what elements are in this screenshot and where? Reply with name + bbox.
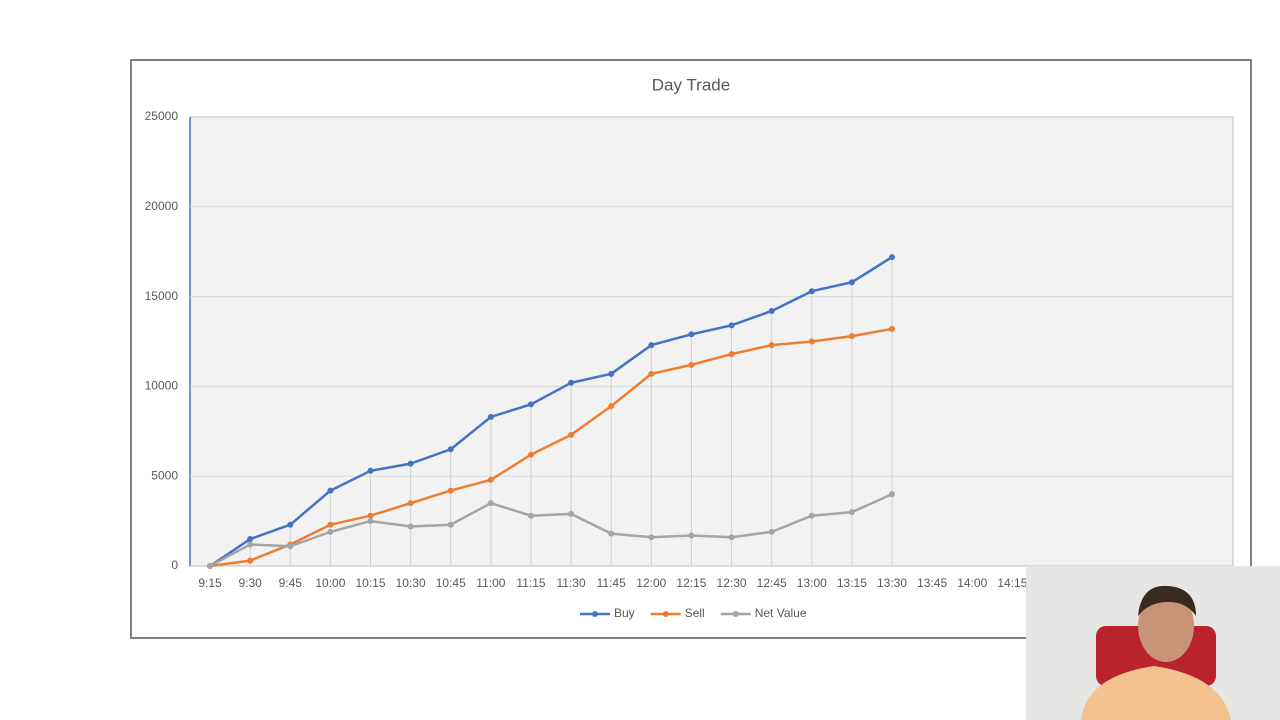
x-tick-label: 13:45 [917,576,947,590]
x-tick-label: 10:00 [315,576,345,590]
data-point [327,487,334,494]
data-point [608,530,615,537]
data-point [367,518,374,525]
plot-layers: 0 5000 10000 15000 20000 25000 9:15 9:30 9:45 10:… [145,109,1233,620]
legend-marker [732,611,739,617]
x-tick-label: 13:15 [837,576,867,590]
data-point [487,413,494,420]
data-point [688,361,695,368]
y-tick-label: 15000 [145,289,179,303]
data-point [327,528,334,535]
data-point [648,370,655,377]
x-tick-label: 12:00 [636,576,666,590]
x-tick-label: 13:00 [797,576,827,590]
data-point [487,500,494,507]
person-body [1081,666,1231,720]
data-point [608,370,615,377]
y-tick-label: 20000 [145,199,179,213]
data-point [287,543,294,550]
legend-label: Buy [614,606,635,620]
data-point [287,521,294,528]
x-tick-label: 10:15 [356,576,386,590]
x-tick-label: 10:45 [436,576,466,590]
data-point [407,523,414,530]
x-tick-label: 12:30 [717,576,747,590]
data-point [327,521,334,528]
x-tick-label: 14:00 [957,576,987,590]
data-point [889,325,896,332]
data-point [447,487,454,494]
data-point [568,431,575,438]
data-point [527,451,534,458]
data-point [487,476,494,483]
x-tick-label: 11:45 [597,576,626,590]
data-point [889,254,896,261]
data-point [768,528,775,535]
data-point [889,491,896,498]
x-tick-label: 12:45 [757,576,787,590]
legend-label: Sell [685,606,705,620]
x-tick-label: 11:15 [516,576,545,590]
x-tick-label: 14:15 [997,576,1027,590]
x-tick-label: 10:30 [396,576,426,590]
data-point [527,512,534,519]
data-point [447,446,454,453]
data-point [648,534,655,541]
person-head [1138,590,1194,662]
person-hair [1138,585,1196,616]
data-point [688,532,695,539]
data-point [407,500,414,507]
x-tick-label: 11:00 [476,576,505,590]
data-point [728,351,735,358]
data-point [848,279,855,286]
data-point [568,379,575,386]
data-point [568,510,575,517]
data-point [447,521,454,528]
series-line [209,493,893,568]
data-point [808,288,815,295]
data-point [808,338,815,345]
y-tick-label: 10000 [145,379,179,393]
y-tick-label: 25000 [145,109,179,123]
x-tick-label: 13:30 [877,576,907,590]
data-point [247,541,254,548]
x-tick-label: 9:45 [279,576,303,590]
data-point [367,512,374,519]
x-tick-label: 11:30 [557,576,586,590]
x-tick-label: 9:15 [198,576,222,590]
data-point [648,342,655,349]
data-point [728,322,735,329]
series-line [209,327,893,568]
data-point [728,534,735,541]
chart-title: Day Trade [652,75,730,94]
plot-area [189,116,1234,567]
data-point [608,403,615,410]
data-point [768,342,775,349]
x-tick-label: 12:15 [676,576,706,590]
series-line [209,256,893,568]
data-point [848,333,855,340]
data-point [527,401,534,408]
legend-marker [662,611,669,617]
legend-label: Net Value [755,606,807,620]
data-point [207,563,214,569]
data-point [808,512,815,519]
data-point [768,307,775,314]
data-point [367,467,374,474]
x-tick-label: 9:30 [238,576,262,590]
data-point [247,557,254,564]
y-tick-label: 5000 [151,468,178,482]
data-point [848,509,855,516]
webcam-overlay [1026,566,1280,720]
y-tick-label: 0 [171,558,178,572]
legend-marker [592,611,598,617]
data-point [688,331,695,338]
data-point [407,460,414,467]
data-point [247,536,254,543]
